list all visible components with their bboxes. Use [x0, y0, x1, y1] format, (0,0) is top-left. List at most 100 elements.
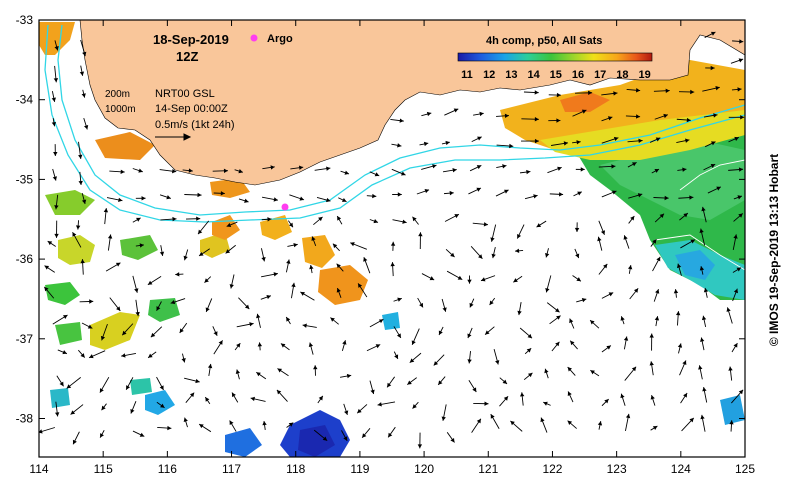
current-arrowhead — [588, 90, 593, 96]
legend-isobath-1000: 1000m — [105, 104, 136, 115]
current-arrowhead — [442, 307, 447, 312]
current-arrowhead — [623, 336, 629, 341]
current-arrowhead — [344, 410, 349, 415]
current-arrowhead — [726, 307, 731, 312]
current-arrowhead — [390, 241, 396, 246]
current-arrowhead — [44, 265, 50, 270]
current-arrowhead — [682, 167, 687, 172]
current-arrowhead — [82, 51, 87, 57]
current-arrowhead — [673, 289, 679, 294]
current-arrowhead — [467, 359, 472, 364]
current-arrowhead — [517, 234, 522, 239]
current-arrowhead — [472, 387, 477, 392]
current-arrowhead — [244, 198, 249, 203]
current-arrowhead — [478, 254, 483, 259]
current-arrowhead — [170, 299, 176, 305]
current-arrowhead — [513, 278, 518, 283]
current-arrowhead — [663, 113, 668, 119]
current-arrowhead — [490, 237, 495, 242]
current-arrowhead — [685, 138, 690, 143]
current-arrowhead — [394, 354, 399, 359]
current-arrowhead — [139, 243, 144, 248]
isobath-offshore-loop — [654, 234, 745, 271]
current-arrowhead — [733, 234, 738, 239]
current-arrowhead — [197, 192, 202, 198]
current-arrowhead — [53, 78, 59, 83]
current-arrowhead — [179, 328, 184, 333]
current-arrowhead — [659, 213, 665, 219]
current-arrowhead — [75, 225, 81, 230]
current-arrowhead — [318, 216, 323, 222]
current-arrowhead — [256, 372, 261, 377]
sst-patch-south-cyan1 — [145, 390, 175, 415]
current-arrowhead — [336, 288, 341, 293]
current-arrowhead — [627, 265, 633, 270]
current-arrowhead — [213, 331, 218, 336]
current-arrowhead — [580, 167, 585, 172]
current-arrowhead — [710, 31, 716, 36]
current-arrowhead — [311, 236, 316, 241]
sst-patch-west-green1 — [45, 282, 80, 305]
credit-block: © IMOS 19-Sep-2019 13:13 Hobart — [764, 20, 784, 480]
lon-tick-label: 115 — [94, 462, 113, 476]
current-arrowhead — [490, 414, 495, 419]
current-arrowhead — [198, 229, 203, 235]
argo-marker-icon — [250, 34, 258, 42]
current-arrowhead — [576, 277, 581, 282]
current-arrowhead — [262, 421, 267, 426]
current-arrowhead — [491, 253, 496, 259]
current-arrowhead — [47, 241, 53, 246]
current-arrowhead — [682, 360, 687, 365]
current-arrowhead — [326, 197, 331, 203]
current-arrowhead — [664, 195, 669, 201]
current-arrowhead — [581, 109, 587, 114]
current-arrowhead — [656, 256, 661, 262]
current-arrowhead — [81, 93, 86, 98]
current-arrowhead — [357, 408, 362, 414]
current-arrowhead — [570, 340, 575, 346]
current-arrowhead — [477, 136, 482, 141]
current-arrowhead — [479, 111, 484, 117]
current-arrowhead — [654, 316, 660, 321]
current-arrowhead — [504, 189, 509, 194]
current-arrowhead — [597, 236, 602, 242]
current-arrowhead — [545, 253, 550, 258]
sst-patch-west-green3 — [148, 298, 180, 322]
current-arrowhead — [635, 114, 641, 119]
current-arrowhead — [225, 249, 231, 254]
current-arrowhead — [231, 392, 236, 398]
current-arrowhead — [429, 276, 435, 281]
current-arrowhead — [543, 401, 548, 406]
current-arrowhead — [467, 333, 472, 339]
current-arrowhead — [485, 330, 490, 335]
current-arrowhead — [620, 316, 625, 321]
lon-tick-label: 116 — [158, 462, 177, 476]
current-arrowhead — [183, 255, 188, 261]
lon-tick-label: 117 — [222, 462, 241, 476]
lon-tick-label: 125 — [735, 462, 755, 476]
current-arrowhead — [504, 113, 509, 119]
current-arrowhead — [441, 416, 446, 421]
sst-patch-west-yellow2 — [90, 312, 140, 350]
current-arrowhead — [476, 418, 481, 424]
current-arrowhead — [701, 315, 707, 321]
current-arrowhead — [159, 251, 165, 256]
current-arrowhead — [238, 169, 243, 174]
current-arrowhead — [520, 392, 525, 397]
current-arrowhead — [336, 263, 341, 269]
current-arrowhead — [556, 315, 561, 320]
sst-patch-west-yellow1 — [58, 235, 95, 265]
current-arrowhead — [423, 141, 429, 147]
current-arrowhead — [418, 232, 423, 237]
current-arrowhead — [52, 176, 57, 181]
current-arrowhead — [273, 197, 278, 202]
current-arrowhead — [363, 257, 368, 262]
current-arrowhead — [204, 278, 209, 283]
current-arrowhead — [199, 424, 204, 429]
lon-tick-label: 118 — [286, 462, 305, 476]
current-arrowhead — [631, 366, 637, 372]
current-arrowhead — [309, 264, 314, 270]
current-arrowhead — [432, 164, 437, 169]
current-arrowhead — [526, 348, 532, 353]
current-arrowhead — [467, 279, 472, 284]
